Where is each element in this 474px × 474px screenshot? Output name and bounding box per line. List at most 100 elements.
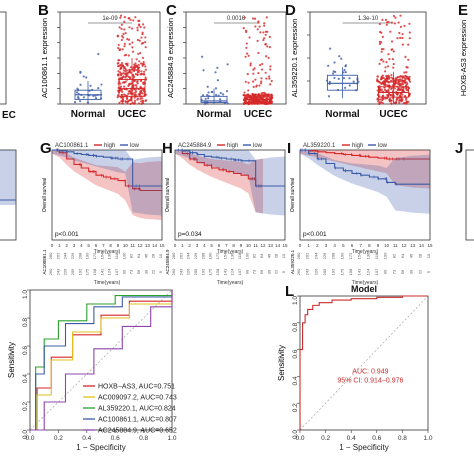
risk-count: 280: [296, 252, 301, 259]
x-tick-label: 7: [102, 243, 105, 248]
survival-curve-high: [52, 149, 162, 192]
data-point: [131, 50, 135, 53]
data-point: [344, 65, 347, 68]
data-point: [139, 73, 142, 76]
data-point: [384, 18, 388, 21]
data-point: [143, 70, 146, 73]
x-axis-label: Time(years): [352, 249, 379, 255]
data-point: [118, 59, 121, 62]
x-tick-label: 3: [325, 243, 328, 248]
data-point: [404, 74, 407, 77]
data-point: [252, 85, 255, 88]
data-point: [121, 81, 125, 84]
x-tick-label: 0.0: [25, 435, 34, 442]
data-point: [389, 30, 392, 33]
data-point: [244, 55, 247, 58]
data-point: [126, 63, 129, 66]
data-point: [139, 51, 142, 55]
data-point: [403, 81, 407, 84]
data-point: [127, 38, 131, 41]
data-point: [385, 78, 388, 81]
data-point: [120, 93, 124, 96]
data-point: [257, 21, 260, 24]
data-point: [139, 97, 142, 100]
p-value-annotation: 1.3e-10: [358, 16, 379, 22]
data-point: [132, 68, 136, 72]
data-point: [265, 77, 268, 80]
x-tick-label: 11: [253, 243, 258, 248]
risk-count: 124: [230, 268, 235, 275]
data-point: [385, 23, 388, 26]
panel-letter-d: D: [285, 2, 296, 19]
risk-count: 190: [339, 252, 344, 259]
data-point: [136, 98, 139, 101]
data-point: [127, 84, 130, 87]
y-tick-label: 0.2: [292, 403, 299, 412]
data-point: [258, 25, 261, 28]
data-point: [394, 16, 397, 19]
confidence-band: [52, 150, 162, 221]
data-point: [138, 19, 141, 22]
data-point: [255, 85, 258, 88]
data-point: [141, 63, 144, 66]
data-point: [137, 24, 141, 27]
data-point: [251, 93, 255, 96]
legend-low-label: low: [378, 143, 388, 149]
data-point: [144, 68, 147, 71]
data-point: [254, 93, 257, 96]
risk-count: 158: [348, 268, 353, 275]
data-point: [407, 58, 410, 61]
data-point: [119, 64, 122, 67]
y-tick-label: 0.4: [292, 376, 299, 385]
partial-frame: [465, 149, 474, 241]
y-axis-label: AC245884.9 expression: [166, 18, 175, 98]
data-point: [327, 64, 330, 67]
data-point: [401, 99, 404, 102]
legend-low-label: low: [253, 143, 263, 149]
risk-count: 141: [222, 268, 227, 275]
data-point: [378, 40, 382, 43]
data-point: [407, 43, 410, 46]
data-point: [401, 76, 404, 79]
data-point: [200, 55, 204, 58]
data-point: [131, 46, 134, 49]
data-point: [405, 101, 408, 104]
data-point: [128, 16, 131, 20]
data-point: [404, 98, 408, 101]
x-tick-label: 9: [240, 243, 243, 248]
data-point: [394, 101, 398, 104]
data-point: [119, 82, 122, 85]
data-point: [408, 22, 411, 25]
data-point: [395, 98, 398, 102]
risk-count: 172: [215, 252, 220, 259]
data-point: [97, 52, 100, 56]
data-point: [123, 93, 126, 96]
data-point: [120, 63, 124, 67]
data-point: [137, 63, 140, 67]
data-point: [393, 22, 397, 25]
y-tick-label: 0.0: [292, 430, 299, 439]
data-point: [391, 58, 394, 61]
data-point: [398, 87, 401, 90]
data-point: [136, 71, 139, 74]
data-point: [348, 77, 351, 80]
survival-curve-low: [175, 149, 285, 187]
data-point: [247, 81, 250, 84]
data-point: [249, 96, 252, 100]
data-point: [118, 48, 121, 52]
x-tick-label: 5: [210, 243, 213, 248]
data-point: [266, 45, 269, 48]
risk-count: 262: [55, 252, 60, 259]
risk-count: 5: [426, 270, 431, 273]
data-point: [377, 98, 380, 101]
risk-count: 175: [339, 268, 344, 275]
data-point: [390, 102, 393, 105]
diagonal-reference: [299, 295, 429, 431]
data-point: [260, 80, 263, 83]
risk-count: 208: [200, 252, 205, 259]
x-tick-label: 2: [188, 243, 191, 248]
data-point: [219, 98, 222, 101]
data-point: [246, 93, 250, 96]
data-point: [89, 84, 92, 87]
data-point: [119, 74, 123, 77]
